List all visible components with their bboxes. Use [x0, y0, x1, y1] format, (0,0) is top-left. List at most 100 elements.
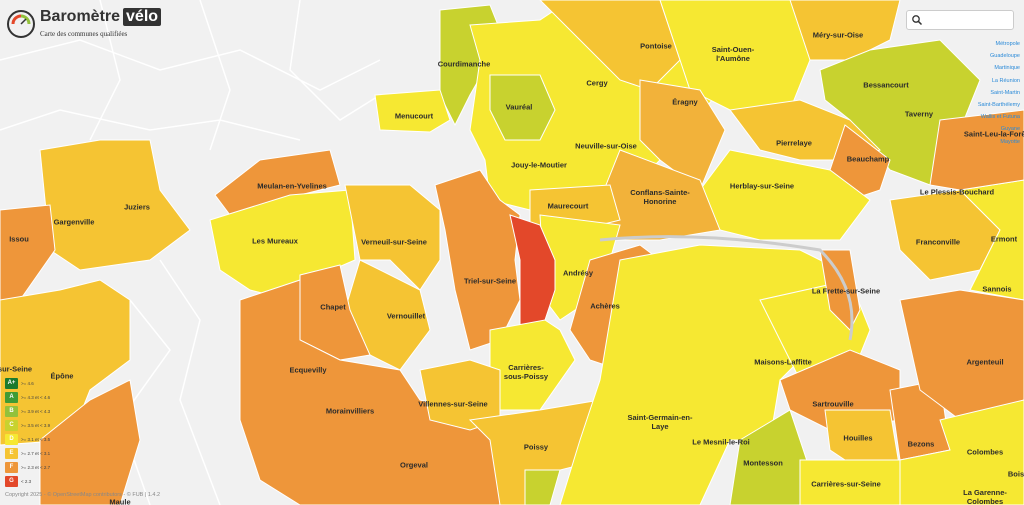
commune-label[interactable]: Éragny	[672, 97, 698, 107]
legend-grade: A	[5, 391, 18, 403]
commune-label[interactable]: Pierrelaye	[776, 138, 812, 148]
commune-label[interactable]: Colombes	[966, 447, 1004, 457]
commune-label[interactable]: Poissy	[523, 442, 549, 452]
legend: A+ >= 4.6 A >= 4.3 et < 4.6 B >= 3.9 et < 4.3…	[5, 376, 50, 488]
territory-link[interactable]: Martinique	[994, 65, 1020, 72]
commune-label[interactable]: Le Mesnil-le-Roi	[692, 437, 750, 447]
legend-grade: G	[5, 475, 18, 487]
legend-row: C >= 3.5 et < 3.9	[5, 418, 50, 432]
commune-label[interactable]: Orgeval	[400, 460, 428, 470]
commune-label[interactable]: Herblay-sur-Seine	[729, 181, 795, 191]
title-text: Baromètre	[40, 8, 121, 25]
territory-link[interactable]: Saint-Martin	[990, 89, 1020, 96]
commune-label[interactable]: Conflans-Sainte-Honorine	[630, 188, 690, 206]
commune-label[interactable]: Juziers	[124, 202, 150, 212]
territory-links: Métropole Guadeloupe Martinique La Réunion S…	[978, 38, 1020, 148]
commune-label[interactable]: Bezons	[907, 439, 935, 449]
commune-label[interactable]: Issou	[9, 234, 29, 244]
commune-label[interactable]: Neuville-sur-Oise	[575, 141, 637, 151]
commune-label[interactable]: Argenteuil	[966, 357, 1004, 367]
legend-grade: A+	[5, 377, 18, 389]
commune-label[interactable]: Achères	[590, 301, 620, 311]
commune-label[interactable]: Villennes-sur-Seine	[418, 399, 488, 409]
commune-label[interactable]: Pontoise	[640, 41, 672, 51]
legend-range: >= 2.3 et < 2.7	[21, 464, 51, 470]
legend-grade: D	[5, 433, 18, 445]
territory-link[interactable]: Guadeloupe	[990, 53, 1020, 60]
commune-label[interactable]: Sartrouville	[812, 399, 854, 409]
commune-label[interactable]: Maule	[109, 497, 131, 505]
territory-link[interactable]: Wallis et Futuna	[980, 114, 1020, 121]
legend-row: G < 2.3	[5, 474, 50, 488]
attribution: Copyright 2025 - © OpenStreetMap contrib…	[5, 492, 161, 498]
commune-label[interactable]: Méry-sur-Oise	[812, 30, 864, 40]
commune-label[interactable]: Andrésy	[562, 268, 594, 278]
commune-label[interactable]: Franconville	[915, 237, 961, 247]
commune-label[interactable]: Gargenville	[53, 217, 95, 227]
search-icon	[912, 15, 923, 26]
legend-grade: E	[5, 447, 18, 459]
search-box[interactable]	[906, 10, 1014, 30]
commune-label[interactable]: Chapet	[320, 302, 346, 312]
territory-link[interactable]: La Réunion	[991, 77, 1020, 84]
commune-label[interactable]: La Frette-sur-Seine	[811, 286, 881, 296]
commune-label[interactable]: Courdimanche	[437, 59, 491, 69]
territory-link[interactable]: Métropole	[995, 41, 1020, 47]
legend-range: >= 4.6	[21, 380, 34, 386]
legend-row: E >= 2.7 et < 3.1	[5, 446, 50, 460]
commune-label[interactable]: Ecquevilly	[289, 365, 327, 375]
legend-row: B >= 3.9 et < 4.3	[5, 404, 50, 418]
commune-label[interactable]: Jouy-le-Moutier	[511, 160, 567, 170]
commune-label[interactable]: Saint-Ouen-l'Aumône	[711, 45, 755, 63]
commune-label[interactable]: Verneuil-sur-Seine	[361, 237, 427, 247]
commune-label[interactable]: Menucourt	[394, 111, 434, 121]
commune-label[interactable]: Meulan-en-Yvelines	[257, 181, 327, 191]
commune-label[interactable]: Beauchamp	[846, 154, 890, 164]
legend-range: >= 3.5 et < 3.9	[21, 422, 51, 428]
commune-label[interactable]: Vauréal	[505, 102, 533, 112]
commune-label[interactable]: Triel-sur-Seine	[463, 276, 517, 286]
commune-label[interactable]: Les Mureaux	[252, 236, 298, 246]
territory-link[interactable]: Saint-Barthélemy	[977, 102, 1020, 109]
commune-label[interactable]: Ermont	[990, 234, 1018, 244]
commune-label[interactable]: Le Plessis-Bouchard	[919, 187, 995, 197]
commune-label[interactable]: Bois	[1007, 469, 1024, 479]
commune-label[interactable]: Sannois	[982, 284, 1012, 294]
commune-label[interactable]: Vernouillet	[386, 311, 426, 321]
commune-label[interactable]: Taverny	[904, 109, 934, 119]
logo	[7, 10, 35, 38]
commune-label[interactable]: Saint-Leu-la-Forêt	[963, 129, 1024, 139]
badge: vélo	[123, 8, 162, 26]
commune-label[interactable]: Maurecourt	[547, 201, 589, 211]
territory-link[interactable]: Guyane	[1000, 126, 1020, 133]
commune-label[interactable]: Maisons-Laffitte	[754, 357, 812, 367]
legend-range: >= 3.9 et < 4.3	[21, 408, 51, 414]
commune-label[interactable]: Carrières-sur-Seine	[811, 479, 881, 489]
legend-range: >= 3.1 et < 3.5	[21, 436, 51, 442]
background-roads	[0, 0, 381, 505]
commune-label[interactable]: La Garenne-Colombes	[963, 488, 1007, 505]
commune-label[interactable]: sur-Seine	[0, 364, 33, 374]
legend-row: D >= 3.1 et < 3.5	[5, 432, 50, 446]
commune-label[interactable]: Cergy	[586, 78, 608, 88]
legend-grade: F	[5, 461, 18, 473]
river	[599, 235, 854, 341]
commune-label[interactable]: Carrières-sous-Poissy	[503, 363, 549, 381]
legend-range: < 2.3	[21, 478, 32, 484]
commune-label[interactable]: Morainvilliers	[325, 406, 375, 416]
commune-label[interactable]: Bessancourt	[863, 80, 909, 90]
commune-label[interactable]: Saint-Germain-en-Laye	[627, 413, 693, 431]
legend-grade: B	[5, 405, 18, 417]
commune-label[interactable]: Montesson	[743, 458, 783, 468]
subtitle: Carte des communes qualifiées	[40, 30, 128, 38]
legend-grade: C	[5, 419, 18, 431]
title: Baromètre vélo	[40, 8, 162, 26]
territory-link[interactable]: Mayotte	[1000, 138, 1020, 145]
commune-label[interactable]: Épône	[50, 371, 74, 381]
commune-label[interactable]: Houilles	[843, 433, 873, 443]
